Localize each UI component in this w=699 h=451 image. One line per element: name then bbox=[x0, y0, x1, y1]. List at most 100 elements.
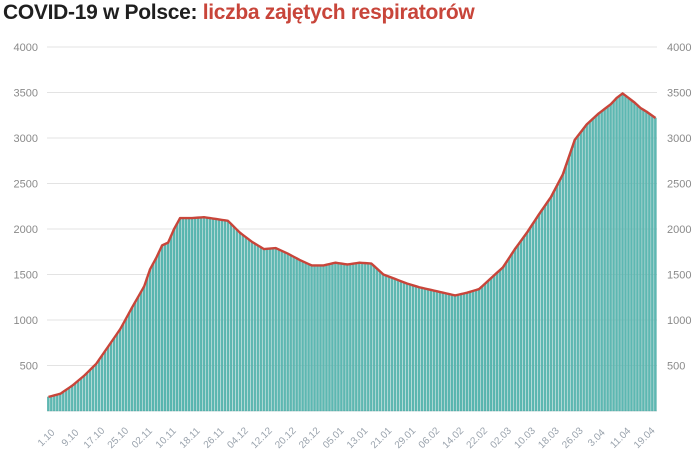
bar bbox=[397, 280, 400, 412]
bar bbox=[334, 262, 337, 412]
bar bbox=[376, 268, 379, 412]
bar bbox=[441, 292, 445, 412]
x-tick-label: 04.12 bbox=[225, 425, 251, 451]
bar bbox=[142, 286, 146, 412]
bar bbox=[343, 263, 346, 412]
bar bbox=[492, 275, 496, 412]
bar bbox=[651, 115, 654, 412]
bar bbox=[423, 288, 427, 412]
bar bbox=[489, 277, 493, 412]
bar bbox=[639, 107, 642, 412]
x-tick-label: 12.12 bbox=[249, 425, 275, 451]
bar bbox=[331, 263, 334, 412]
bar bbox=[247, 239, 250, 412]
bar bbox=[325, 264, 328, 412]
trend-line bbox=[48, 92, 657, 399]
bar bbox=[199, 217, 203, 412]
bar bbox=[163, 243, 167, 412]
bar bbox=[262, 248, 265, 412]
bar bbox=[310, 265, 313, 412]
x-tick-label: 02.11 bbox=[130, 425, 155, 450]
bar bbox=[417, 287, 421, 412]
bar bbox=[546, 201, 549, 412]
bar bbox=[501, 267, 505, 412]
bar bbox=[169, 235, 173, 412]
x-tick-label: 21.01 bbox=[369, 425, 395, 451]
bar bbox=[576, 135, 579, 412]
bar bbox=[495, 272, 499, 412]
bar bbox=[349, 263, 352, 412]
bar bbox=[603, 108, 606, 412]
bar bbox=[50, 395, 53, 412]
bar bbox=[612, 100, 615, 412]
bar bbox=[355, 262, 358, 412]
chart-title: COVID-19 w Polsce: liczba zajętych respi… bbox=[3, 1, 475, 25]
bar bbox=[265, 248, 268, 412]
bar bbox=[403, 282, 406, 412]
bar bbox=[573, 139, 576, 412]
y-tick-label-right: 2000 bbox=[667, 224, 691, 236]
bar bbox=[540, 209, 543, 412]
x-tick-label: 25.10 bbox=[106, 425, 132, 451]
x-tick-label: 14.02 bbox=[441, 425, 467, 451]
bar bbox=[259, 247, 262, 412]
bar bbox=[456, 294, 460, 412]
bar bbox=[420, 287, 424, 412]
x-tick-label: 26.11 bbox=[202, 425, 227, 450]
bar bbox=[214, 218, 218, 412]
bar bbox=[373, 266, 376, 412]
bar bbox=[56, 394, 59, 412]
bar bbox=[435, 291, 439, 412]
bar bbox=[172, 228, 176, 412]
bar bbox=[450, 294, 454, 412]
x-tick-label: 02.03 bbox=[488, 425, 514, 451]
bar bbox=[202, 217, 206, 412]
bar bbox=[196, 217, 200, 412]
bar bbox=[283, 252, 286, 412]
bar bbox=[187, 217, 191, 412]
bar bbox=[642, 109, 645, 412]
bar bbox=[65, 389, 68, 412]
bar bbox=[166, 242, 170, 412]
x-tick-label: 22.02 bbox=[465, 425, 491, 451]
y-axis-right: 500 1000 1500 2000 2500 3000 3500 4000 bbox=[667, 42, 691, 373]
bar bbox=[190, 217, 194, 412]
bar bbox=[346, 264, 349, 412]
bar bbox=[229, 223, 232, 412]
bar bbox=[543, 205, 546, 412]
bar bbox=[86, 372, 89, 412]
x-tick-label: 28.12 bbox=[297, 425, 323, 451]
bar bbox=[480, 286, 484, 412]
bar bbox=[561, 174, 564, 412]
bar bbox=[208, 217, 212, 412]
bar bbox=[606, 106, 609, 412]
bar bbox=[241, 234, 244, 412]
y-tick-label-right: 1500 bbox=[667, 270, 691, 282]
bar bbox=[107, 346, 110, 412]
bar bbox=[280, 250, 283, 412]
bar bbox=[585, 124, 588, 412]
bar bbox=[471, 290, 475, 412]
bar bbox=[400, 281, 403, 412]
bar bbox=[352, 263, 355, 412]
bar bbox=[71, 385, 74, 412]
bar bbox=[127, 312, 131, 412]
bar bbox=[531, 223, 535, 412]
x-tick-label: 05.01 bbox=[321, 425, 347, 451]
bar bbox=[504, 262, 508, 412]
bar bbox=[124, 318, 128, 412]
bar bbox=[98, 359, 101, 412]
bar bbox=[429, 289, 433, 412]
bar bbox=[101, 354, 104, 412]
y-tick-label-left: 3000 bbox=[14, 133, 38, 145]
bar bbox=[555, 185, 558, 412]
bar bbox=[364, 262, 367, 412]
bar bbox=[130, 307, 134, 412]
x-tick-label: 10.03 bbox=[512, 425, 538, 451]
x-tick-label: 11.04 bbox=[608, 425, 633, 450]
bar bbox=[513, 248, 517, 412]
bar bbox=[516, 244, 520, 412]
x-tick-label: 10.11 bbox=[154, 425, 179, 450]
bar bbox=[340, 263, 343, 412]
y-tick-label-right: 3500 bbox=[667, 88, 691, 100]
